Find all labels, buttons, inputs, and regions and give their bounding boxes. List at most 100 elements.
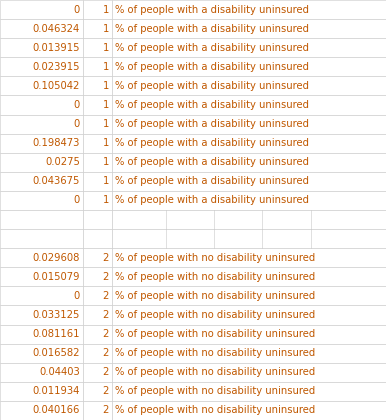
Bar (0, 229, 83, 248)
Text: 1: 1 (102, 62, 109, 72)
Text: % of people with a disability uninsured: % of people with a disability uninsured (115, 138, 309, 148)
Text: 1: 1 (102, 100, 109, 110)
Bar (83, 344, 112, 363)
Text: % of people with a disability uninsured: % of people with a disability uninsured (115, 62, 309, 72)
Bar (112, 115, 386, 134)
Bar (0, 19, 83, 38)
Text: 1: 1 (102, 157, 109, 167)
Bar (112, 229, 386, 248)
Bar (83, 57, 112, 76)
Bar (112, 344, 386, 363)
Bar (0, 325, 83, 344)
Bar (112, 134, 386, 153)
Bar (0, 401, 83, 420)
Bar (112, 57, 386, 76)
Text: % of people with a disability uninsured: % of people with a disability uninsured (115, 43, 309, 53)
Bar (0, 363, 83, 382)
Bar (83, 172, 112, 191)
Bar (0, 38, 83, 57)
Bar (0, 286, 83, 305)
Bar (112, 401, 386, 420)
Bar (112, 0, 386, 19)
Bar (112, 76, 386, 95)
Bar (83, 248, 112, 267)
Bar (112, 363, 386, 382)
Text: 0.0275: 0.0275 (45, 157, 80, 167)
Bar (0, 248, 83, 267)
Text: 0.046324: 0.046324 (33, 24, 80, 34)
Text: 0.081161: 0.081161 (32, 329, 80, 339)
Text: 0: 0 (74, 5, 80, 15)
Bar (83, 134, 112, 153)
Bar (112, 95, 386, 115)
Bar (112, 325, 386, 344)
Text: 0.011934: 0.011934 (32, 386, 80, 396)
Bar (83, 267, 112, 286)
Bar (83, 401, 112, 420)
Bar (112, 210, 386, 229)
Bar (112, 172, 386, 191)
Bar (0, 57, 83, 76)
Text: 2: 2 (102, 272, 109, 282)
Text: % of people with no disability uninsured: % of people with no disability uninsured (115, 386, 315, 396)
Bar (0, 115, 83, 134)
Text: % of people with a disability uninsured: % of people with a disability uninsured (115, 81, 309, 91)
Bar (83, 76, 112, 95)
Text: 0: 0 (74, 195, 80, 205)
Bar (0, 210, 83, 229)
Text: % of people with a disability uninsured: % of people with a disability uninsured (115, 119, 309, 129)
Bar (83, 305, 112, 325)
Bar (0, 382, 83, 401)
Text: 1: 1 (102, 138, 109, 148)
Text: 1: 1 (102, 81, 109, 91)
Bar (83, 325, 112, 344)
Text: % of people with no disability uninsured: % of people with no disability uninsured (115, 348, 315, 358)
Bar (83, 363, 112, 382)
Text: 1: 1 (102, 195, 109, 205)
Text: 2: 2 (102, 329, 109, 339)
Text: 2: 2 (102, 405, 109, 415)
Bar (112, 248, 386, 267)
Text: 2: 2 (102, 348, 109, 358)
Text: 0.029608: 0.029608 (32, 253, 80, 263)
Bar (83, 210, 112, 229)
Text: 0.043675: 0.043675 (32, 176, 80, 186)
Bar (83, 115, 112, 134)
Bar (112, 305, 386, 325)
Bar (83, 191, 112, 210)
Text: % of people with a disability uninsured: % of people with a disability uninsured (115, 157, 309, 167)
Text: 1: 1 (102, 43, 109, 53)
Bar (112, 286, 386, 305)
Text: 0.023915: 0.023915 (32, 62, 80, 72)
Text: 2: 2 (102, 386, 109, 396)
Text: 2: 2 (102, 310, 109, 320)
Text: 2: 2 (102, 291, 109, 301)
Bar (0, 134, 83, 153)
Text: 0.040166: 0.040166 (32, 405, 80, 415)
Bar (112, 382, 386, 401)
Text: 0: 0 (74, 119, 80, 129)
Bar (0, 95, 83, 115)
Bar (0, 267, 83, 286)
Bar (0, 0, 83, 19)
Text: % of people with a disability uninsured: % of people with a disability uninsured (115, 24, 309, 34)
Text: % of people with a disability uninsured: % of people with a disability uninsured (115, 5, 309, 15)
Text: 0: 0 (74, 100, 80, 110)
Text: % of people with a disability uninsured: % of people with a disability uninsured (115, 100, 309, 110)
Text: 0: 0 (74, 291, 80, 301)
Bar (83, 153, 112, 172)
Text: % of people with no disability uninsured: % of people with no disability uninsured (115, 367, 315, 377)
Bar (83, 38, 112, 57)
Text: 2: 2 (102, 367, 109, 377)
Text: % of people with no disability uninsured: % of people with no disability uninsured (115, 310, 315, 320)
Text: 1: 1 (102, 176, 109, 186)
Bar (83, 229, 112, 248)
Text: 1: 1 (102, 119, 109, 129)
Text: 0.198473: 0.198473 (32, 138, 80, 148)
Text: % of people with a disability uninsured: % of people with a disability uninsured (115, 176, 309, 186)
Text: % of people with no disability uninsured: % of people with no disability uninsured (115, 253, 315, 263)
Bar (112, 191, 386, 210)
Text: % of people with no disability uninsured: % of people with no disability uninsured (115, 329, 315, 339)
Bar (83, 95, 112, 115)
Text: 0.015079: 0.015079 (32, 272, 80, 282)
